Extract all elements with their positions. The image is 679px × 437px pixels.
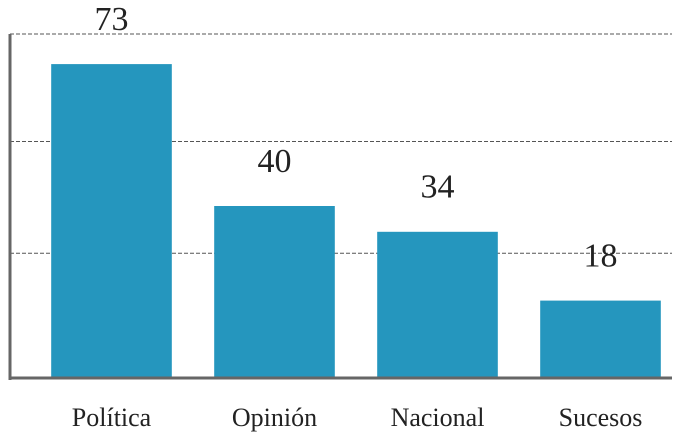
value-label: 73 (95, 1, 129, 38)
bar (51, 64, 172, 378)
bar (214, 206, 335, 378)
bar (540, 300, 661, 378)
x-tick-label: Opinión (232, 403, 317, 432)
value-label: 40 (258, 143, 292, 180)
value-label: 18 (584, 237, 618, 274)
x-tick-label: Nacional (391, 403, 485, 432)
x-tick-label: Política (72, 403, 152, 432)
bar (377, 231, 498, 378)
value-label: 34 (421, 169, 455, 206)
x-tick-label: Sucesos (559, 403, 643, 432)
